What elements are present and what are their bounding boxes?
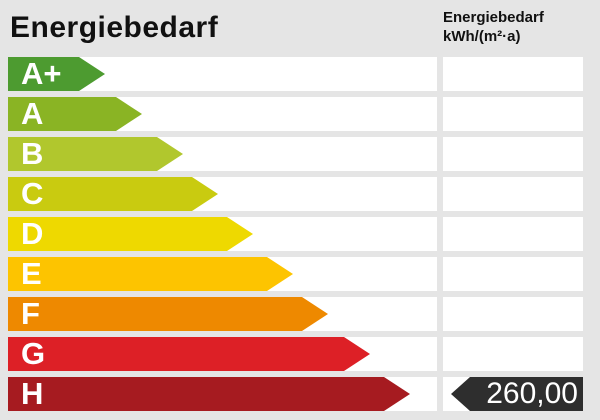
rating-arrow-e: E <box>8 257 293 291</box>
rating-row-f: F <box>0 297 600 331</box>
rating-row-h: H 260,00 <box>0 377 600 411</box>
row-track-value-e <box>443 257 583 291</box>
rating-label-f: F <box>21 295 40 331</box>
unit-header-name: Energiebedarf <box>443 9 544 26</box>
rating-label-a-plus: A+ <box>21 55 62 91</box>
rating-scale: A+ A B C D E F G H 260,00 <box>0 57 600 417</box>
rating-arrow-b: B <box>8 137 183 171</box>
row-track-value-g <box>443 337 583 371</box>
unit-header-unit: kWh/(m²·a) <box>443 28 521 45</box>
rating-row-e: E <box>0 257 600 291</box>
rating-arrow-f: F <box>8 297 328 331</box>
rating-arrow-a: A <box>8 97 142 131</box>
rating-label-d: D <box>21 215 44 251</box>
rating-label-a: A <box>21 95 44 131</box>
rating-arrow-h: H <box>8 377 410 411</box>
rating-row-g: G <box>0 337 600 371</box>
rating-row-a: A <box>0 97 600 131</box>
rating-arrow-c: C <box>8 177 218 211</box>
rating-row-a-plus: A+ <box>0 57 600 91</box>
rating-label-e: E <box>21 255 42 291</box>
row-track-value-a-plus <box>443 57 583 91</box>
rating-row-c: C <box>0 177 600 211</box>
row-track-value-f <box>443 297 583 331</box>
row-track-value-b <box>443 137 583 171</box>
rating-label-c: C <box>21 175 44 211</box>
rating-arrow-d: D <box>8 217 253 251</box>
row-track-value-d <box>443 217 583 251</box>
rating-arrow-g: G <box>8 337 370 371</box>
value-text: 260,00 <box>486 377 578 410</box>
rating-label-b: B <box>21 135 44 171</box>
rating-row-b: B <box>0 137 600 171</box>
rating-label-h: H <box>21 375 44 411</box>
row-track-value-a <box>443 97 583 131</box>
row-track-value-c <box>443 177 583 211</box>
value-indicator: 260,00 <box>451 377 583 411</box>
page-title: Energiebedarf <box>10 11 219 44</box>
rating-row-d: D <box>0 217 600 251</box>
unit-header: Energiebedarf kWh/(m²·a) <box>443 8 544 46</box>
rating-label-g: G <box>21 335 46 371</box>
